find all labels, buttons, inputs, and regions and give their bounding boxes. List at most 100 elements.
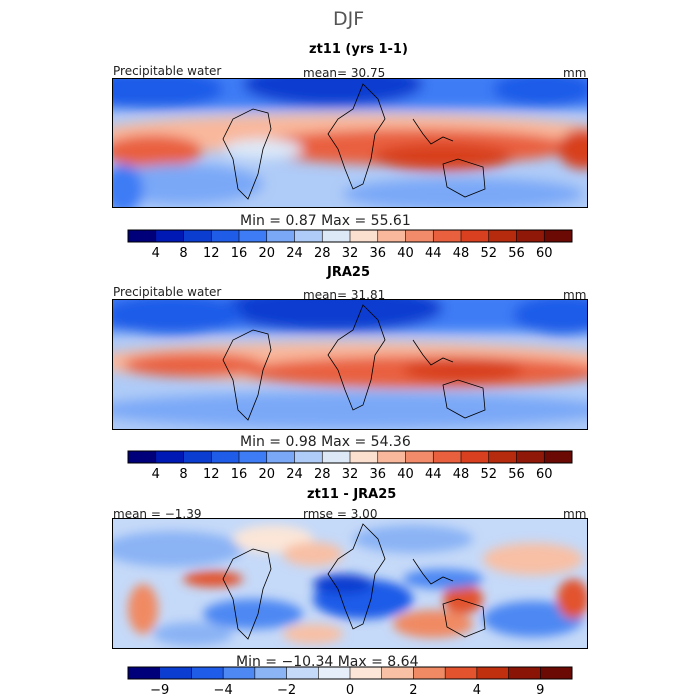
- colorbar-tick-label: 24: [286, 467, 303, 482]
- panel-2-units: mm: [563, 288, 587, 302]
- colorbar-swatch: [266, 230, 295, 242]
- colorbar-swatch: [254, 667, 288, 679]
- colorbar-tick-label: 56: [508, 467, 525, 482]
- colorbar-swatch: [159, 667, 192, 679]
- panel-3-map: [112, 518, 588, 649]
- colorbar-swatch: [405, 451, 434, 463]
- colorbar-tick-label: 44: [425, 246, 442, 261]
- colorbar-swatch: [350, 230, 379, 242]
- colorbar-swatch: [405, 230, 434, 242]
- colorbar-swatch: [516, 451, 545, 463]
- panel-1-units: mm: [563, 66, 587, 80]
- colorbar-swatch: [211, 230, 240, 242]
- colorbar-swatch: [183, 451, 212, 463]
- panel-2-coastlines: [222, 304, 486, 421]
- colorbar-swatch: [155, 451, 184, 463]
- colorbar-swatch: [318, 667, 351, 679]
- colorbar-tick-label: 56: [508, 246, 525, 261]
- colorbar-swatch: [516, 230, 545, 242]
- colorbar-swatch: [413, 667, 446, 679]
- colorbar-swatch: [488, 230, 517, 242]
- colorbar-tick-label: 12: [203, 246, 220, 261]
- colorbar-swatch: [476, 667, 510, 679]
- colorbar-swatch: [322, 230, 351, 242]
- colorbar-tick-label: 60: [536, 246, 553, 261]
- colorbar-tick-label: 4: [152, 467, 160, 482]
- colorbar-swatch: [350, 451, 379, 463]
- colorbar-swatch: [211, 451, 240, 463]
- panel-2-colorbar: 4 8 12 16 20 24 28 32 36 40 44 48 52 56 60: [127, 450, 573, 487]
- colorbar-tick-label: 44: [425, 467, 442, 482]
- colorbar-swatch: [223, 667, 256, 679]
- colorbar-tick-label: 28: [314, 467, 331, 482]
- colorbar-swatch: [433, 451, 462, 463]
- panel-2-field-label: Precipitable water: [113, 285, 222, 299]
- panel-3-rmse: rmse = 3.00: [303, 507, 378, 521]
- panel-1-field-label: Precipitable water: [113, 64, 222, 78]
- colorbar-swatch: [544, 451, 573, 463]
- colorbar-tick-label: 40: [397, 467, 414, 482]
- colorbar-svg: 4 8 12 16 20 24 28 32 36 40 44 48 52 56 60: [127, 450, 573, 482]
- colorbar-swatch: [445, 667, 478, 679]
- colorbar-swatch: [183, 230, 212, 242]
- colorbar-tick-label: 48: [453, 246, 470, 261]
- panel-3-units: mm: [563, 507, 587, 521]
- panel-2-map: [112, 299, 588, 430]
- colorbar-swatch: [239, 451, 268, 463]
- colorbar-swatch: [191, 667, 224, 679]
- colorbar-swatch: [544, 230, 573, 242]
- colorbar-swatch: [128, 230, 157, 242]
- colorbar-tick-label: 60: [536, 467, 553, 482]
- colorbar-swatch: [128, 451, 157, 463]
- colorbar-swatch: [350, 667, 383, 679]
- colorbar-tick-label: 36: [369, 246, 386, 261]
- panel-3-title: zt11 - JRA25: [307, 487, 397, 502]
- colorbar-tick-label: 32: [342, 246, 359, 261]
- panel-3-mean: mean = −1.39: [113, 507, 202, 521]
- panel-3-colorbar: −9 −4 −2 0 2 4 9: [127, 666, 573, 699]
- colorbar-tick-label: 12: [203, 467, 220, 482]
- colorbar-swatch: [488, 451, 517, 463]
- colorbar-tick-label: 52: [480, 467, 497, 482]
- colorbar-swatch: [508, 667, 541, 679]
- colorbar-tick-label: 0: [346, 683, 354, 698]
- panel-3-minmax: Min = −10.34 Max = 8.64: [236, 654, 419, 670]
- colorbar-tick-label: 28: [314, 246, 331, 261]
- panel-3-field: [113, 519, 587, 648]
- panel-1-field: [113, 79, 587, 207]
- colorbar-swatch: [540, 667, 573, 679]
- colorbar-swatch: [433, 230, 462, 242]
- figure-title: DJF: [333, 8, 365, 30]
- colorbar-tick-label: 2: [409, 683, 417, 698]
- panel-2-minmax: Min = 0.98 Max = 54.36: [240, 434, 411, 450]
- colorbar-tick-label: 4: [152, 246, 160, 261]
- panel-2-mean: mean= 31.81: [303, 288, 386, 302]
- colorbar-swatch: [155, 230, 184, 242]
- colorbar-swatch: [461, 230, 490, 242]
- colorbar-swatch: [377, 230, 406, 242]
- panel-1-minmax: Min = 0.87 Max = 55.61: [240, 213, 411, 229]
- colorbar-swatch: [381, 667, 414, 679]
- colorbar-svg: −9 −4 −2 0 2 4 9: [127, 666, 573, 698]
- colorbar-swatch: [461, 451, 490, 463]
- colorbar-swatch: [294, 451, 323, 463]
- panel-1-map: [112, 78, 588, 208]
- colorbar-tick-label: 32: [342, 467, 359, 482]
- colorbar-swatch: [286, 667, 319, 679]
- colorbar-tick-label: 4: [473, 683, 481, 698]
- colorbar-tick-label: −2: [277, 683, 296, 698]
- colorbar-swatch: [266, 451, 295, 463]
- colorbar-swatch: [294, 230, 323, 242]
- colorbar-svg: 4 8 12 16 20 24 28 32 36 40 44 48 52 56 60: [127, 229, 573, 261]
- colorbar-tick-label: 9: [536, 683, 544, 698]
- panel-3-coastlines: [222, 523, 486, 640]
- panel-1-colorbar: 4 8 12 16 20 24 28 32 36 40 44 48 52 56 60: [127, 229, 573, 266]
- colorbar-swatch: [128, 667, 161, 679]
- colorbar-tick-label: 16: [231, 467, 248, 482]
- panel-2-field: [113, 300, 587, 429]
- colorbar-swatch: [239, 230, 268, 242]
- colorbar-tick-label: 36: [369, 467, 386, 482]
- colorbar-swatch: [377, 451, 406, 463]
- colorbar-tick-label: 40: [397, 246, 414, 261]
- colorbar-swatch: [322, 451, 351, 463]
